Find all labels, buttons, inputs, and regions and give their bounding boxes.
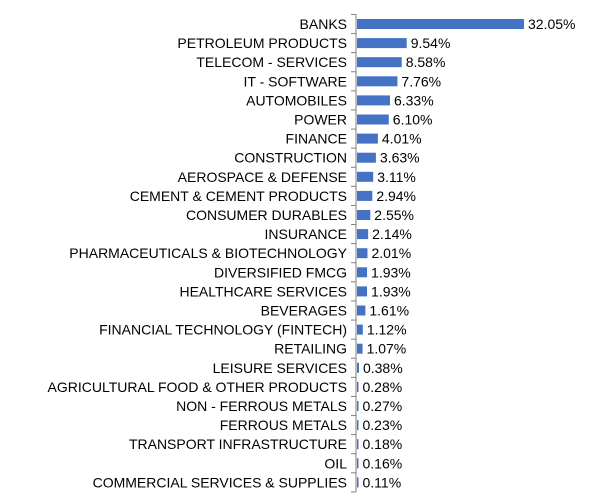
category-label-diversified-fmcg: DIVERSIFIED FMCG (214, 264, 347, 280)
category-label-pharmaceuticals-biotechnology: PHARMACEUTICALS & BIOTECHNOLOGY (69, 245, 347, 261)
bar-power (357, 114, 389, 125)
category-label-telecom-services: TELECOM - SERVICES (196, 54, 347, 70)
value-label-agricultural-food-other-products: 0.28% (363, 379, 403, 395)
bar-retailing (357, 343, 363, 354)
category-label-healthcare-services: HEALTHCARE SERVICES (179, 283, 347, 299)
value-label-retailing: 1.07% (367, 341, 407, 357)
category-label-agricultural-food-other-products: AGRICULTURAL FOOD & OTHER PRODUCTS (48, 379, 347, 395)
bar-diversified-fmcg (357, 267, 368, 278)
category-label-non-ferrous-metals: NON - FERROUS METALS (176, 398, 347, 414)
category-label-retailing: RETAILING (274, 341, 347, 357)
category-label-power: POWER (294, 112, 347, 128)
value-label-consumer-durables: 2.55% (374, 207, 414, 223)
bar-pharmaceuticals-biotechnology (357, 248, 368, 259)
bar-automobiles (357, 95, 390, 106)
category-label-ferrous-metals: FERROUS METALS (220, 417, 347, 433)
category-label-banks: BANKS (300, 16, 347, 32)
bar-ferrous-metals (357, 420, 359, 431)
axis-layer (351, 13, 357, 493)
value-label-healthcare-services: 1.93% (371, 283, 411, 299)
bar-banks (357, 19, 524, 29)
bar-it-software (357, 76, 398, 87)
bar-finance (357, 133, 378, 144)
value-label-power: 6.10% (393, 112, 433, 128)
category-label-financial-technology-fintech: FINANCIAL TECHNOLOGY (FINTECH) (99, 322, 347, 338)
value-label-telecom-services: 8.58% (406, 54, 446, 70)
value-label-non-ferrous-metals: 0.27% (363, 398, 403, 414)
bar-aerospace-defense (357, 171, 374, 182)
value-label-ferrous-metals: 0.23% (363, 417, 403, 433)
bar-commercial-services-supplies (357, 477, 359, 488)
bar-insurance (357, 229, 369, 240)
value-labels-layer: 32.05% 9.54% 8.58% 7.76% 6.33% 6.10% 4.01% 3.63… (363, 16, 576, 490)
bars-layer (357, 19, 524, 488)
value-label-commercial-services-supplies: 0.11% (363, 474, 402, 490)
bar-financial-technology-fintech (357, 324, 363, 335)
bar-telecom-services (357, 57, 402, 68)
category-label-cement-cement-products: CEMENT & CEMENT PRODUCTS (130, 188, 347, 204)
value-label-construction: 3.63% (380, 150, 420, 166)
category-label-consumer-durables: CONSUMER DURABLES (186, 207, 347, 223)
category-label-it-software: IT - SOFTWARE (244, 73, 347, 89)
category-label-aerospace-defense: AEROSPACE & DEFENSE (178, 169, 347, 185)
value-label-pharmaceuticals-biotechnology: 2.01% (371, 245, 411, 261)
category-labels-layer: BANKS PETROLEUM PRODUCTS TELECOM - SERVICE… (48, 16, 348, 490)
value-label-it-software: 7.76% (401, 73, 441, 89)
category-label-construction: CONSTRUCTION (234, 150, 347, 166)
category-label-insurance: INSURANCE (265, 226, 347, 242)
category-label-transport-infrastructure: TRANSPORT INFRASTRUCTURE (129, 436, 347, 452)
value-label-finance: 4.01% (382, 131, 422, 147)
category-label-commercial-services-supplies: COMMERCIAL SERVICES & SUPPLIES (93, 474, 347, 490)
category-label-finance: FINANCE (286, 131, 347, 147)
value-label-oil: 0.16% (363, 455, 403, 471)
value-label-insurance: 2.14% (372, 226, 412, 242)
value-label-automobiles: 6.33% (394, 92, 434, 108)
category-label-automobiles: AUTOMOBILES (246, 92, 347, 108)
value-label-banks: 32.05% (528, 16, 575, 32)
category-label-oil: OIL (324, 455, 347, 471)
value-label-transport-infrastructure: 0.18% (363, 436, 403, 452)
bar-construction (357, 152, 376, 163)
value-label-cement-cement-products: 2.94% (376, 188, 416, 204)
value-label-financial-technology-fintech: 1.12% (367, 322, 407, 338)
bar-leisure-services (357, 362, 359, 373)
category-label-petroleum-products: PETROLEUM PRODUCTS (177, 35, 347, 51)
value-label-petroleum-products: 9.54% (411, 35, 451, 51)
bar-cement-cement-products (357, 190, 373, 201)
bar-agricultural-food-other-products (357, 381, 359, 392)
bar-transport-infrastructure (357, 439, 359, 450)
bar-petroleum-products (357, 38, 407, 49)
bar-oil (357, 458, 359, 469)
category-label-leisure-services: LEISURE SERVICES (213, 360, 347, 376)
value-label-leisure-services: 0.38% (363, 360, 403, 376)
bar-consumer-durables (357, 210, 371, 220)
category-label-beverages: BEVERAGES (261, 303, 347, 319)
value-label-aerospace-defense: 3.11% (377, 169, 416, 185)
bar-healthcare-services (357, 286, 368, 297)
bar-beverages (357, 305, 366, 316)
value-label-beverages: 1.61% (369, 303, 409, 319)
value-label-diversified-fmcg: 1.93% (371, 264, 411, 280)
bar-non-ferrous-metals (357, 401, 359, 411)
